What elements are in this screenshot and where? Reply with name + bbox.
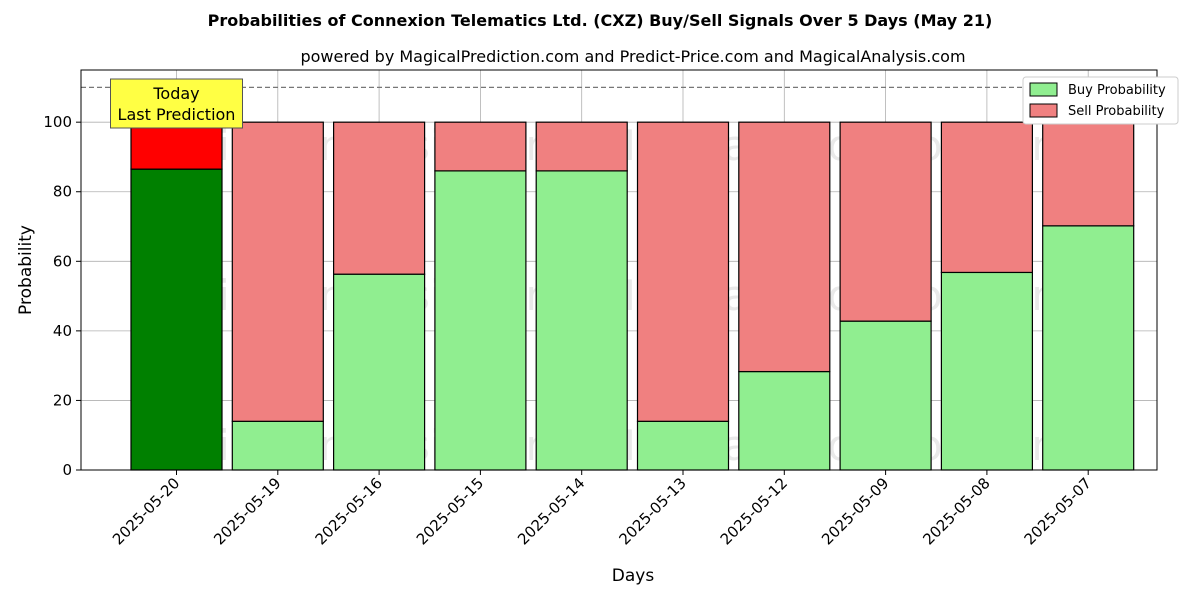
x-tick-label: 2025-05-15	[413, 474, 487, 548]
buy-bar	[231, 420, 324, 471]
sell-bar	[1042, 121, 1135, 227]
annotation-today: Today	[152, 84, 199, 103]
x-tick-label: 2025-05-12	[717, 474, 791, 548]
x-tick-label: 2025-05-07	[1021, 474, 1095, 548]
x-tick-label: 2025-05-13	[615, 474, 689, 548]
legend: Buy Probability Sell Probability	[1022, 76, 1179, 125]
y-tick-label: 100	[43, 113, 72, 131]
buy-bar	[535, 170, 628, 471]
y-tick-label: 0	[62, 461, 72, 479]
buy-bar	[434, 170, 527, 471]
sell-bar	[333, 121, 426, 275]
sell-bar	[130, 121, 223, 170]
x-tick-label: 2025-05-14	[514, 474, 588, 548]
sell-bar	[231, 121, 324, 422]
buy-bar	[636, 420, 730, 471]
buy-bar	[1042, 225, 1135, 471]
legend-swatch-buy	[1029, 82, 1058, 97]
annotation-last-prediction: Last Prediction	[118, 105, 236, 124]
legend-swatch-sell	[1029, 103, 1058, 118]
sell-bar	[940, 121, 1034, 274]
y-tick-label: 20	[53, 391, 72, 409]
sell-bar	[839, 121, 932, 322]
chart-subtitle: powered by MagicalPrediction.com and Pre…	[300, 47, 965, 66]
buy-bar	[839, 320, 932, 471]
sell-bar	[434, 121, 527, 172]
x-tick-label: 2025-05-19	[210, 474, 284, 548]
buy-bar	[333, 273, 426, 471]
today-annotation: Today Last Prediction	[110, 78, 243, 129]
x-axis-label: Days	[612, 566, 655, 586]
plot-frame	[80, 69, 1158, 471]
buy-bar	[738, 370, 831, 471]
y-tick-label: 40	[53, 322, 72, 340]
x-tick-label: 2025-05-20	[109, 474, 183, 548]
legend-frame	[1022, 76, 1179, 125]
x-tick-label: 2025-05-08	[919, 474, 993, 548]
sell-bar	[738, 121, 831, 373]
legend-label-buy: Buy Probability	[1068, 83, 1166, 98]
sell-bar	[535, 121, 628, 172]
buy-bar	[130, 168, 223, 471]
x-tick-label: 2025-05-09	[818, 474, 892, 548]
bars	[130, 121, 1135, 471]
x-tick-label: 2025-05-16	[312, 474, 386, 548]
y-axis: 0 20 40 60 80 100	[43, 113, 81, 479]
buy-bar	[940, 271, 1034, 471]
y-tick-label: 60	[53, 252, 72, 270]
y-tick-label: 80	[53, 183, 72, 201]
annotation-box	[110, 78, 243, 129]
y-axis-label: Probability	[16, 225, 36, 315]
x-axis: 2025-05-20 2025-05-19 2025-05-16 2025-05-15…	[109, 470, 1095, 548]
legend-label-sell: Sell Probability	[1068, 104, 1165, 119]
chart-title: Probabilities of Connexion Telematics Lt…	[208, 11, 993, 30]
sell-bar	[636, 121, 730, 422]
